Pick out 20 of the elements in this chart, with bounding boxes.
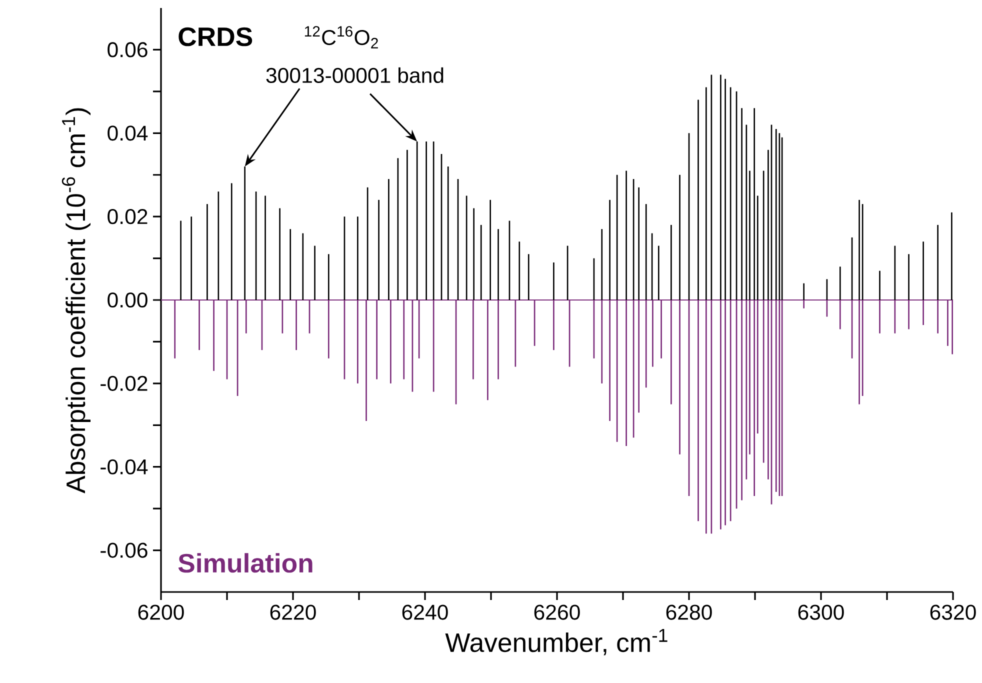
y-tick-label: -0.02 xyxy=(100,376,148,391)
text: Simulation xyxy=(178,553,312,573)
annotation: $^{12}$C$^{16}$O$_{2}$ xyxy=(304,26,378,48)
y-tick-label: 0.02 xyxy=(108,209,148,224)
y-axis-title: Absorption coefficient (10$^{-6}$ cm$^{-1}$) xyxy=(62,108,91,494)
annotation: 30013-00001 band xyxy=(266,67,444,84)
y-tick-label: -0.06 xyxy=(100,542,148,558)
y-tick-label: 0.00 xyxy=(108,292,148,308)
x-tick-label: 6240 xyxy=(402,604,448,620)
x-tick-label: 6320 xyxy=(930,604,976,620)
y-tick-label: 0.04 xyxy=(108,126,148,141)
x-tick-label: 6300 xyxy=(798,604,844,620)
x-tick-label: 6200 xyxy=(138,604,184,620)
y-tick-label: 0.06 xyxy=(108,42,148,58)
text: CRDS xyxy=(178,27,252,46)
x-tick-label: 6280 xyxy=(666,604,712,620)
x-axis-title: Wavenumber, cm$^{-1}$ xyxy=(445,628,668,656)
y-tick-label: -0.04 xyxy=(100,459,148,474)
x-tick-label: 6260 xyxy=(534,604,580,620)
x-tick-label: 6220 xyxy=(270,604,316,620)
